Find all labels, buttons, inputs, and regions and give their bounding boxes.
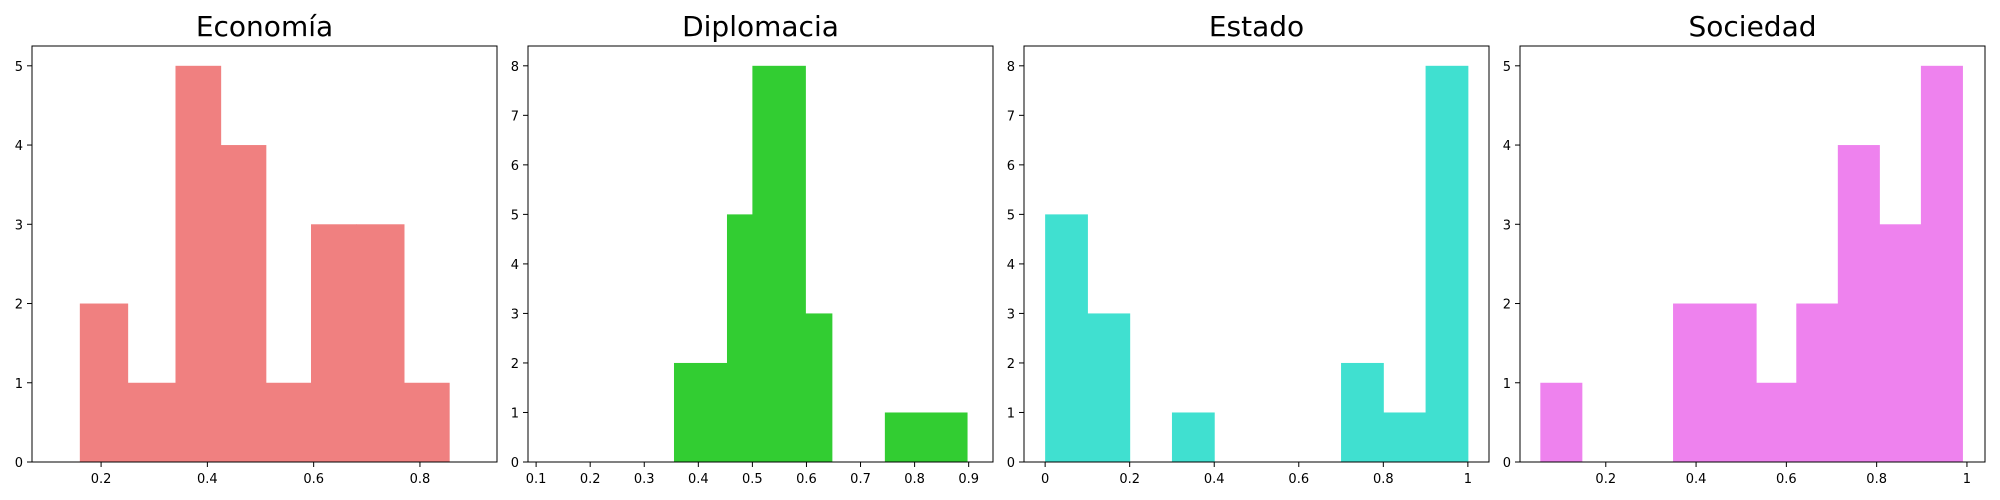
y-tick-label: 7 bbox=[1007, 109, 1015, 124]
x-tick-label: 0.8 bbox=[1373, 472, 1394, 487]
histogram-bar bbox=[1837, 145, 1880, 463]
y-tick-label: 3 bbox=[15, 218, 23, 233]
axes-frame bbox=[1519, 45, 1986, 463]
y-tick-label: 1 bbox=[15, 377, 23, 392]
histogram-bar bbox=[1714, 303, 1757, 462]
histogram-bar bbox=[1341, 362, 1384, 462]
histogram-bar bbox=[1045, 214, 1088, 462]
y-tick-label: 1 bbox=[511, 406, 519, 421]
y-tick-label: 1 bbox=[1503, 377, 1511, 392]
histogram-bar bbox=[404, 382, 450, 462]
y-tick-label: 1 bbox=[1007, 406, 1015, 421]
x-tick-label: 0.9 bbox=[958, 472, 979, 487]
x-tick-label: 0.2 bbox=[91, 472, 112, 487]
x-tick-label: 0.1 bbox=[526, 472, 547, 487]
y-tick-label: 3 bbox=[1503, 218, 1511, 233]
histogram-bar bbox=[220, 145, 267, 463]
panel-title: Diplomacia bbox=[682, 10, 839, 43]
panel-title: Sociedad bbox=[1688, 10, 1816, 43]
y-tick-label: 2 bbox=[1007, 357, 1015, 372]
histogram-bar bbox=[752, 65, 806, 463]
histogram-bar bbox=[356, 224, 405, 462]
x-tick-label: 0.2 bbox=[1595, 472, 1616, 487]
x-tick-label: 0 bbox=[1041, 472, 1049, 487]
y-tick-label: 0 bbox=[1503, 456, 1511, 471]
x-tick-label: 0.5 bbox=[742, 472, 763, 487]
histogram-bar bbox=[1383, 412, 1427, 462]
y-tick-label: 0 bbox=[15, 456, 23, 471]
y-tick-label: 4 bbox=[511, 258, 519, 273]
axes-frame bbox=[527, 45, 994, 463]
x-tick-label: 1 bbox=[1464, 472, 1472, 487]
panel-title: Economía bbox=[196, 10, 333, 43]
x-tick-label: 0.2 bbox=[580, 472, 601, 487]
x-tick-label: 0.8 bbox=[904, 472, 925, 487]
y-tick-label: 3 bbox=[511, 307, 519, 322]
histogram-bar bbox=[1087, 313, 1131, 462]
histogram-panel-1: 0.2 0.4 0.6 0.8 0 1 2 3 4 5 Economía bbox=[15, 10, 498, 487]
histogram-bar bbox=[79, 303, 129, 462]
histogram-bar bbox=[1756, 382, 1797, 462]
histogram-panel-4: 0.2 0.4 0.6 0.8 1 0 1 2 3 4 5 Sociedad bbox=[1503, 10, 1986, 487]
histogram-bar bbox=[1673, 303, 1716, 462]
histogram-bar bbox=[726, 214, 753, 462]
x-tick-label: 1 bbox=[1963, 472, 1971, 487]
panel-title: Estado bbox=[1209, 10, 1304, 43]
histogram-panel-3: 0 0.2 0.4 0.6 0.8 1 0 1 2 3 4 5 6 7 8 Estado bbox=[1007, 10, 1490, 487]
x-tick-label: 0.6 bbox=[1288, 472, 1309, 487]
y-tick-label: 2 bbox=[15, 298, 23, 313]
histogram-bar bbox=[1425, 65, 1469, 463]
histogram-bar bbox=[673, 362, 728, 462]
y-tick-label: 7 bbox=[511, 109, 519, 124]
y-tick-label: 3 bbox=[1007, 307, 1015, 322]
histogram-bar bbox=[1879, 224, 1922, 462]
x-tick-label: 0.4 bbox=[197, 472, 218, 487]
y-tick-label: 5 bbox=[1503, 60, 1511, 75]
histogram-bar bbox=[311, 224, 357, 462]
histogram-bar bbox=[1796, 303, 1839, 462]
y-tick-label: 5 bbox=[1007, 208, 1015, 223]
histogram-panel-2: 0.1 0.2 0.3 0.4 0.5 0.6 0.7 0.8 0.9 0 1 2 3 4 5 6 7 8 Dipl… bbox=[511, 10, 994, 487]
histogram-bar bbox=[1540, 382, 1583, 462]
histogram-bar bbox=[175, 65, 222, 463]
y-tick-label: 5 bbox=[511, 208, 519, 223]
x-tick-label: 0.8 bbox=[410, 472, 431, 487]
axes-frame bbox=[31, 45, 498, 463]
y-tick-label: 4 bbox=[1007, 258, 1015, 273]
x-tick-label: 0.3 bbox=[634, 472, 655, 487]
x-tick-label: 0.4 bbox=[1686, 472, 1707, 487]
y-tick-label: 6 bbox=[1007, 159, 1015, 174]
y-tick-label: 5 bbox=[15, 60, 23, 75]
x-tick-label: 0.7 bbox=[850, 472, 871, 487]
x-tick-label: 0.4 bbox=[688, 472, 709, 487]
x-tick-label: 0.6 bbox=[796, 472, 817, 487]
y-tick-label: 0 bbox=[1007, 456, 1015, 471]
histogram-bar bbox=[127, 382, 176, 462]
y-tick-label: 2 bbox=[1503, 298, 1511, 313]
histogram-bar bbox=[1171, 412, 1215, 462]
y-tick-label: 0 bbox=[511, 456, 519, 471]
x-tick-label: 0.4 bbox=[1204, 472, 1225, 487]
y-tick-label: 8 bbox=[511, 60, 519, 75]
y-tick-label: 4 bbox=[15, 139, 23, 154]
y-tick-label: 4 bbox=[1503, 139, 1511, 154]
x-tick-label: 0.6 bbox=[303, 472, 324, 487]
histogram-bar bbox=[884, 412, 968, 462]
axes-frame bbox=[1023, 45, 1490, 463]
histogram-bar bbox=[265, 382, 312, 462]
y-tick-label: 6 bbox=[511, 159, 519, 174]
x-tick-label: 0.2 bbox=[1119, 472, 1140, 487]
y-tick-label: 2 bbox=[511, 357, 519, 372]
x-tick-label: 0.6 bbox=[1776, 472, 1797, 487]
x-tick-label: 0.8 bbox=[1866, 472, 1887, 487]
histogram-bar bbox=[1920, 65, 1963, 463]
histogram-bar bbox=[805, 313, 833, 462]
y-tick-label: 8 bbox=[1007, 60, 1015, 75]
